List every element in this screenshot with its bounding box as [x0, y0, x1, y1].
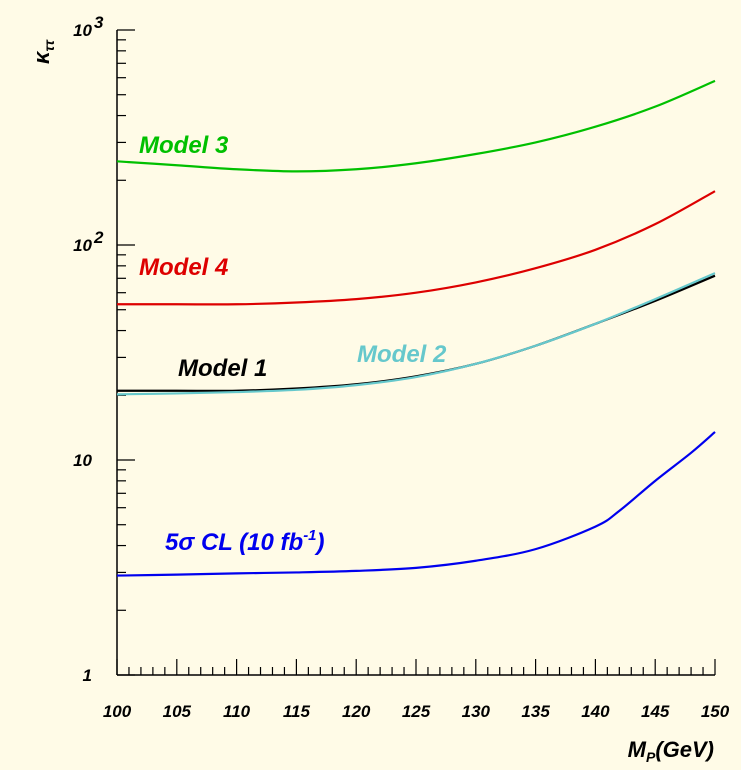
- series-model-2-label: Model 2: [357, 341, 447, 368]
- series-model-4: [117, 190, 716, 306]
- x-tick-label: 125: [402, 702, 431, 721]
- y-tick-label: 1: [83, 666, 92, 685]
- series-model-3: [116, 79, 716, 173]
- series-model-2: [116, 272, 716, 396]
- curves: [116, 79, 716, 577]
- series-model-4-label: Model 4: [139, 254, 228, 281]
- x-tick-label: 150: [701, 702, 730, 721]
- y-tick-label: 10: [73, 236, 92, 255]
- x-tick-label: 140: [581, 702, 610, 721]
- series-model-3-label: Model 3: [139, 132, 229, 159]
- y-tick-exponent: 2: [93, 228, 104, 247]
- x-tick-label: 145: [641, 702, 670, 721]
- y-tick-label: 10: [73, 21, 92, 40]
- x-tick-label: 120: [342, 702, 371, 721]
- x-tick-label: 115: [283, 702, 311, 721]
- series-model-1-label: Model 1: [178, 355, 267, 382]
- x-axis-title: MP(GeV): [628, 737, 714, 765]
- x-tick-label: 100: [103, 702, 132, 721]
- y-tick-label: 10: [73, 451, 92, 470]
- x-tick-label: 135: [521, 702, 550, 721]
- x-tick-label: 130: [462, 702, 491, 721]
- y-axis-title: κττ: [29, 39, 57, 64]
- series-5sigma-cl-label: 5σ CL (10 fb-1): [165, 527, 325, 556]
- series-5sigma-cl: [116, 431, 716, 577]
- x-tick-label: 105: [163, 702, 192, 721]
- x-tick-label: 110: [223, 702, 251, 721]
- y-tick-exponent: 3: [94, 13, 104, 32]
